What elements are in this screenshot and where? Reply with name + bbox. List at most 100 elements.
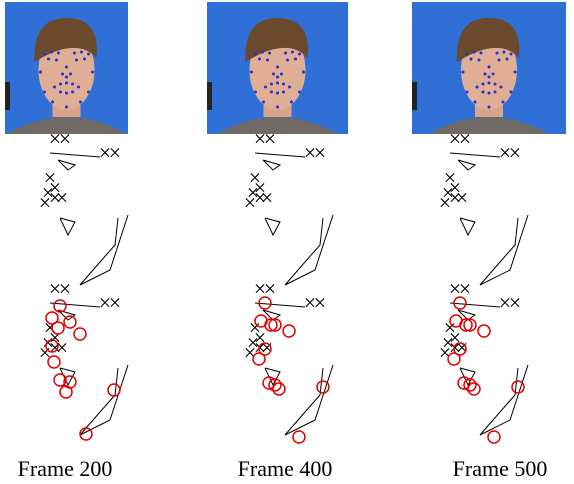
- landmark-dot: [474, 101, 477, 104]
- tracked-points: ××××××××××: [39, 276, 128, 440]
- landmark-dot: [270, 83, 273, 86]
- landmark-dot: [514, 71, 517, 74]
- landmark-dot: [502, 101, 505, 104]
- landmark-dot: [494, 91, 497, 94]
- landmark-dot: [258, 58, 261, 61]
- point-mark: ×: [449, 175, 461, 200]
- model-line: [255, 303, 305, 307]
- model-line: [458, 160, 475, 170]
- landmark-dot: [73, 52, 76, 55]
- landmark-dot: [290, 101, 293, 104]
- landmark-dot: [50, 51, 53, 54]
- landmark-dot: [288, 86, 291, 89]
- shape-model: ××××××××××: [39, 126, 128, 285]
- landmark-dot: [280, 73, 283, 76]
- landmark-dot: [77, 86, 80, 89]
- landmark-dot: [55, 59, 58, 62]
- landmark-dot: [69, 73, 72, 76]
- point-mark: ×: [314, 140, 326, 165]
- tracked-points: ××××××××××: [244, 276, 333, 443]
- landmark-dot: [272, 73, 275, 76]
- panels: ××××××××××××××××××××××××××××××××××××××××…: [5, 2, 566, 443]
- landmark-dot: [87, 91, 90, 94]
- point-mark: ×: [59, 126, 71, 151]
- landmark-dot: [510, 91, 513, 94]
- outlier-circle: [283, 325, 295, 337]
- model-line: [285, 365, 333, 435]
- outlier-circle: [317, 381, 329, 393]
- model-line: [285, 215, 333, 285]
- landmark-dot: [476, 86, 479, 89]
- landmark-dot: [262, 101, 265, 104]
- model-line: [50, 303, 100, 307]
- point-mark: ×: [49, 175, 61, 200]
- landmark-dot: [282, 91, 285, 94]
- photo: [5, 2, 128, 134]
- landmark-dot: [53, 86, 56, 89]
- landmark-dot: [43, 91, 46, 94]
- landmark-dot: [488, 66, 491, 69]
- outlier-circle: [293, 431, 305, 443]
- point-mark: ×: [509, 290, 521, 315]
- model-line: [480, 365, 528, 435]
- landmark-dot: [302, 71, 305, 74]
- shape-model: ××××××××××: [439, 126, 528, 285]
- landmark-dot: [250, 71, 253, 74]
- model-line: [460, 218, 475, 235]
- landmark-dot: [83, 58, 86, 61]
- landmark-dot: [65, 82, 68, 85]
- landmark-dot: [488, 106, 491, 109]
- landmark-dot: [506, 58, 509, 61]
- caption: Frame 400: [238, 456, 333, 481]
- outlier-circle: [64, 316, 76, 328]
- landmark-dot: [494, 83, 497, 86]
- photo: [412, 2, 566, 134]
- landmark-dot: [91, 71, 94, 74]
- landmark-dot: [488, 82, 491, 85]
- landmark-dot: [276, 106, 279, 109]
- landmark-dot: [264, 86, 267, 89]
- outlier-circle: [488, 431, 500, 443]
- outlier-circle: [108, 384, 120, 396]
- landmark-dot: [65, 66, 68, 69]
- landmark-dot: [498, 59, 501, 62]
- outlier-circle: [478, 325, 490, 337]
- landmark-dot: [298, 91, 301, 94]
- landmark-dot: [276, 76, 279, 79]
- landmark-dot: [80, 51, 83, 54]
- landmark-dot: [71, 83, 74, 86]
- point-mark: ×: [59, 276, 71, 301]
- dark-edge: [5, 82, 10, 110]
- model-line: [480, 215, 528, 285]
- landmark-dot: [484, 73, 487, 76]
- landmark-dot: [59, 91, 62, 94]
- landmark-dot: [482, 83, 485, 86]
- caption: Frame 500: [453, 456, 548, 481]
- point-mark: ×: [109, 140, 121, 165]
- landmark-dot: [268, 52, 271, 55]
- landmark-dot: [254, 53, 257, 56]
- model-line: [80, 365, 128, 435]
- model-line: [80, 215, 128, 285]
- dark-edge: [207, 82, 212, 110]
- dark-edge: [412, 82, 417, 110]
- model-line: [58, 160, 75, 170]
- landmark-dot: [488, 92, 491, 95]
- landmark-dot: [286, 59, 289, 62]
- shape-model: ××××××××××: [244, 126, 333, 285]
- landmark-dot: [276, 82, 279, 85]
- landmark-dot: [503, 51, 506, 54]
- landmark-dot: [480, 52, 483, 55]
- landmark-dot: [266, 59, 269, 62]
- landmark-dot: [466, 91, 469, 94]
- landmark-dot: [75, 59, 78, 62]
- landmark-dot: [261, 51, 264, 54]
- model-line: [450, 303, 500, 307]
- point-mark: ×: [49, 325, 61, 350]
- landmark-dot: [462, 71, 465, 74]
- tracked-points: ××××××××××: [439, 276, 528, 443]
- caption: Frame 200: [18, 456, 113, 481]
- landmark-dot: [282, 83, 285, 86]
- landmark-dot: [43, 53, 46, 56]
- point-mark: ×: [254, 175, 266, 200]
